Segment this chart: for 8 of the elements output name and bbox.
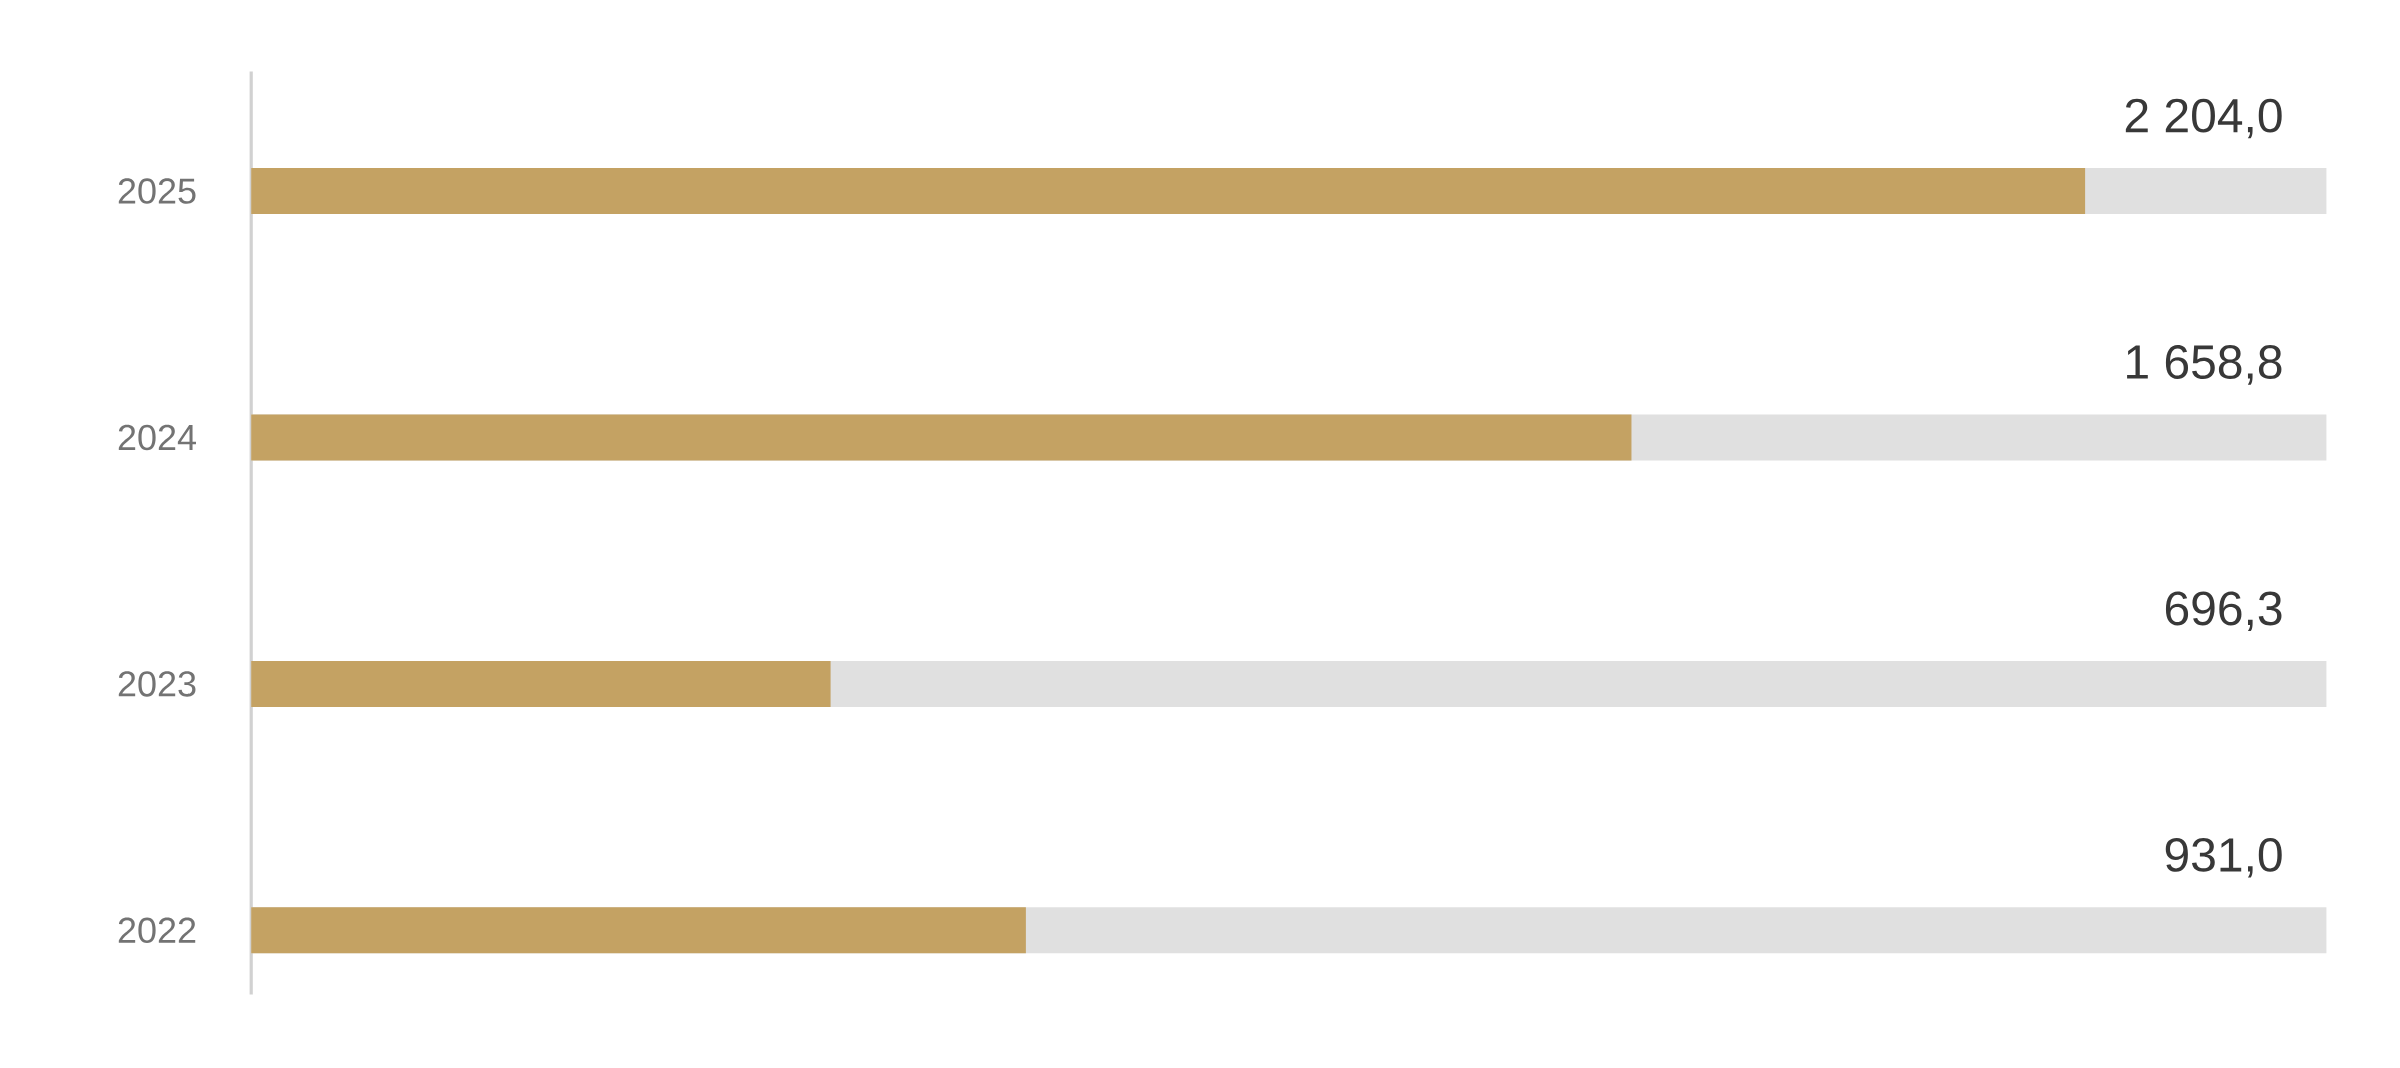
y-tick-label: 2025 <box>118 178 196 204</box>
data-label: 931,0 <box>2165 837 2282 878</box>
y-tick-label: 2024 <box>118 424 196 451</box>
y-tick-label: 2023 <box>118 671 196 697</box>
data-label: 2 204,0 <box>2125 98 2282 139</box>
y-tick-label: 2022 <box>118 917 196 944</box>
data-label: 696,3 <box>2165 591 2282 632</box>
data-label: 1 658,8 <box>2127 345 2282 385</box>
